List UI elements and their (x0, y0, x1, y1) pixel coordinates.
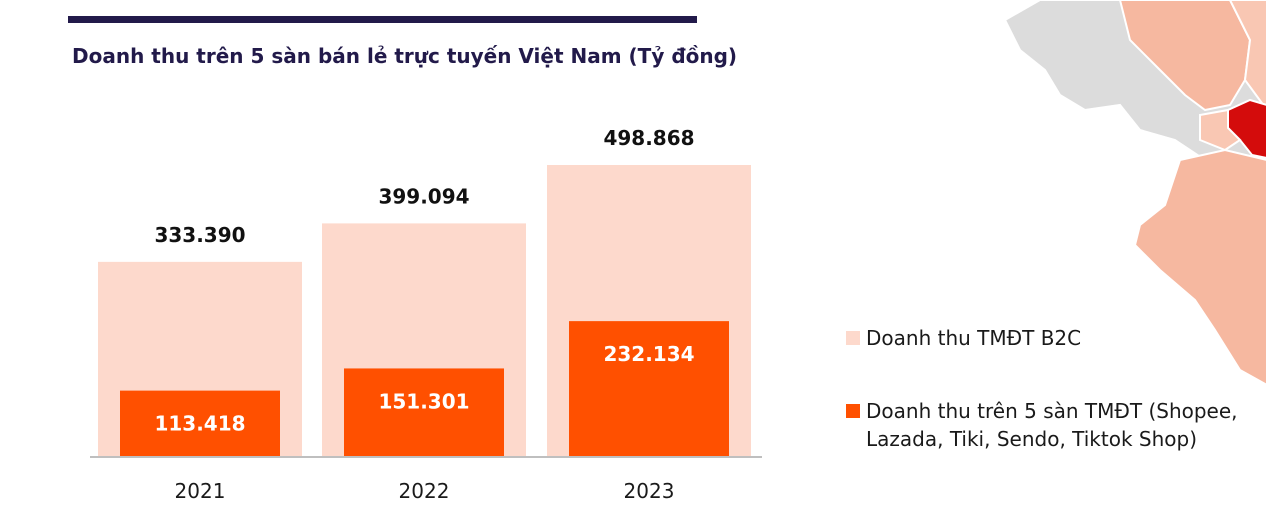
map-light-region-northeast (1228, 0, 1267, 112)
data-labels: 333.390 113.418 399.094 151.301 498.868 232.1… (154, 126, 694, 436)
title-rule (68, 16, 697, 23)
label-platforms-2023: 232.134 (603, 342, 694, 366)
x-tick-labels: 2021 2022 2023 (175, 479, 675, 503)
legend-item-b2c: Doanh thu TMĐT B2C (846, 324, 1266, 352)
x-tick-2021: 2021 (175, 479, 226, 503)
legend-label-platforms: Doanh thu trên 5 sàn TMĐT (Shopee, Lazad… (866, 399, 1238, 451)
bar-platforms-2023 (569, 321, 729, 457)
label-b2c-2021: 333.390 (154, 223, 245, 247)
bar-platforms-2021 (120, 390, 280, 457)
label-platforms-2021: 113.418 (154, 412, 245, 436)
legend-swatch-b2c (846, 331, 860, 345)
chart-title: Doanh thu trên 5 sàn bán lẻ trực tuyến V… (72, 44, 738, 68)
label-b2c-2022: 399.094 (378, 184, 469, 208)
label-b2c-2023: 498.868 (603, 126, 694, 150)
platform-bars (120, 321, 729, 457)
x-tick-2022: 2022 (399, 479, 450, 503)
legend-label-b2c: Doanh thu TMĐT B2C (866, 326, 1082, 350)
x-tick-2023: 2023 (624, 479, 675, 503)
map-light-region-south (1133, 148, 1267, 387)
legend-swatch-platforms (846, 404, 860, 418)
map-light-region-coast (1199, 108, 1242, 152)
bar-platforms-2022 (344, 368, 504, 457)
legend-item-platforms: Doanh thu trên 5 sàn TMĐT (Shopee, Lazad… (846, 397, 1266, 453)
label-platforms-2022: 151.301 (378, 389, 469, 413)
